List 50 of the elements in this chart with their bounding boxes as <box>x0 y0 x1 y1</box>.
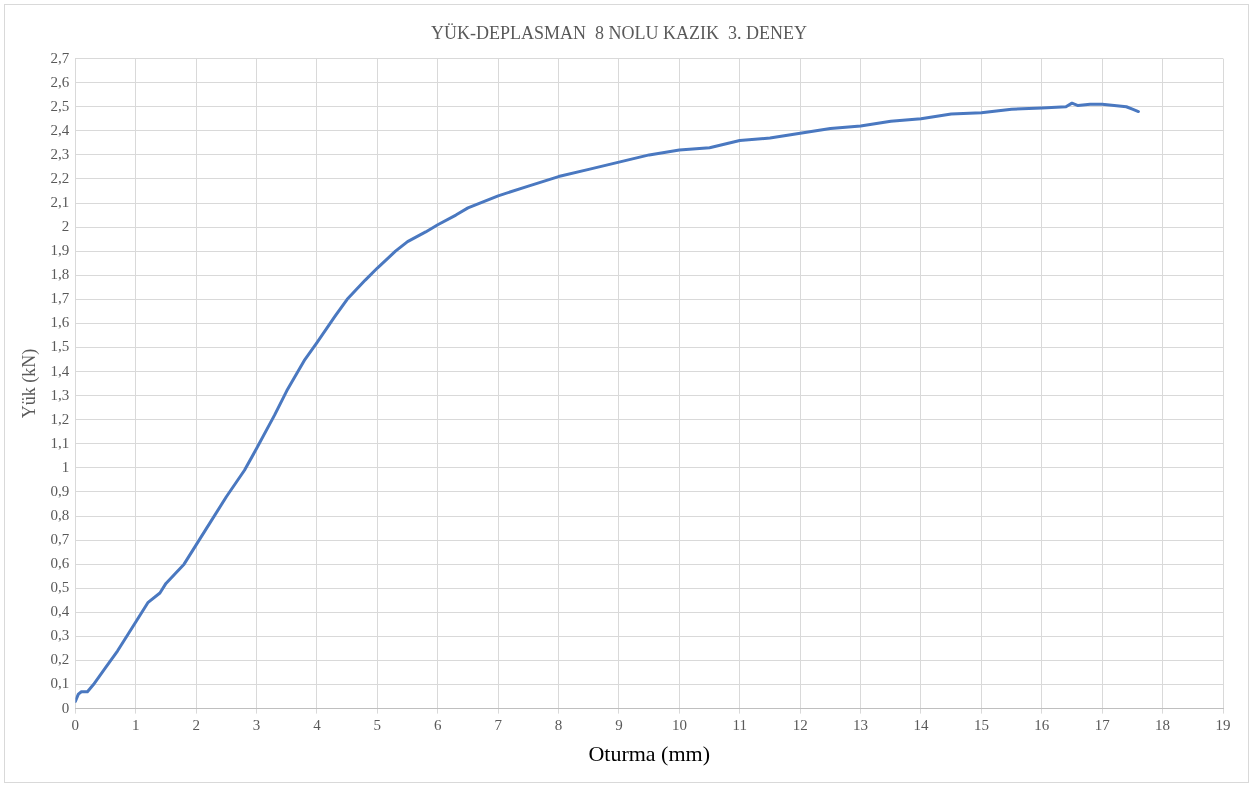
x-tick-label: 2 <box>192 716 200 733</box>
y-tick-label: 1,5 <box>50 338 70 355</box>
y-tick-label: 0,3 <box>50 627 70 644</box>
x-tick-label: 11 <box>732 716 748 733</box>
x-axis-title: Oturma (mm) <box>588 740 710 766</box>
x-tick-label: 17 <box>1094 716 1111 733</box>
y-tick-label: 0,4 <box>50 603 70 620</box>
y-tick-label: 0,1 <box>50 675 70 692</box>
x-tick-label: 18 <box>1155 716 1171 733</box>
y-tick-label: 0,7 <box>50 531 70 548</box>
y-tick-label: 2,4 <box>50 121 70 138</box>
y-tick-label: 2,3 <box>50 145 70 162</box>
y-tick-label: 0 <box>61 699 70 716</box>
x-tick-label: 10 <box>671 716 687 733</box>
y-axis-title: Yük (kN) <box>18 348 40 419</box>
x-tick-label: 6 <box>434 716 443 733</box>
y-tick-label: 1,7 <box>50 290 70 307</box>
x-tick-label: 3 <box>252 716 261 733</box>
x-tick-label: 14 <box>913 716 929 733</box>
y-tick-label: 1,8 <box>50 266 70 283</box>
y-tick-label: 1,3 <box>50 386 70 403</box>
y-tick-label: 0,2 <box>50 651 70 668</box>
y-tick-label: 2,1 <box>50 193 70 210</box>
x-tick-label: 13 <box>853 716 869 733</box>
y-tick-label: 2,7 <box>50 49 70 66</box>
x-tick-label: 16 <box>1034 716 1050 733</box>
x-tick-label: 1 <box>132 716 140 733</box>
x-tick-label: 4 <box>313 716 322 733</box>
y-tick-label: 2,6 <box>50 73 70 90</box>
x-tick-label: 19 <box>1215 716 1231 733</box>
y-tick-label: 2 <box>61 218 70 235</box>
x-tick-label: 8 <box>554 716 563 733</box>
x-tick-label: 15 <box>973 716 989 733</box>
y-tick-label: 2,2 <box>50 169 70 186</box>
y-tick-label: 0,8 <box>50 506 70 523</box>
y-tick-label: 1,1 <box>50 434 70 451</box>
y-tick-label: 0,9 <box>50 482 70 499</box>
y-tick-label: 1,4 <box>50 362 70 379</box>
x-tick-label: 12 <box>792 716 808 733</box>
x-tick-label: 9 <box>615 716 623 733</box>
y-tick-label: 0,5 <box>50 579 70 596</box>
x-tick-label: 7 <box>494 716 503 733</box>
x-tick-label: 5 <box>373 716 382 733</box>
y-tick-label: 1,2 <box>50 410 70 427</box>
chart-title: YÜK-DEPLASMAN 8 NOLU KAZIK 3. DENEY <box>431 22 807 43</box>
y-tick-label: 1,9 <box>50 242 70 259</box>
y-tick-label: 2,5 <box>50 97 70 114</box>
y-tick-label: 1,6 <box>50 314 70 331</box>
y-tick-label: 0,6 <box>50 555 70 572</box>
y-tick-label: 1 <box>61 458 70 475</box>
